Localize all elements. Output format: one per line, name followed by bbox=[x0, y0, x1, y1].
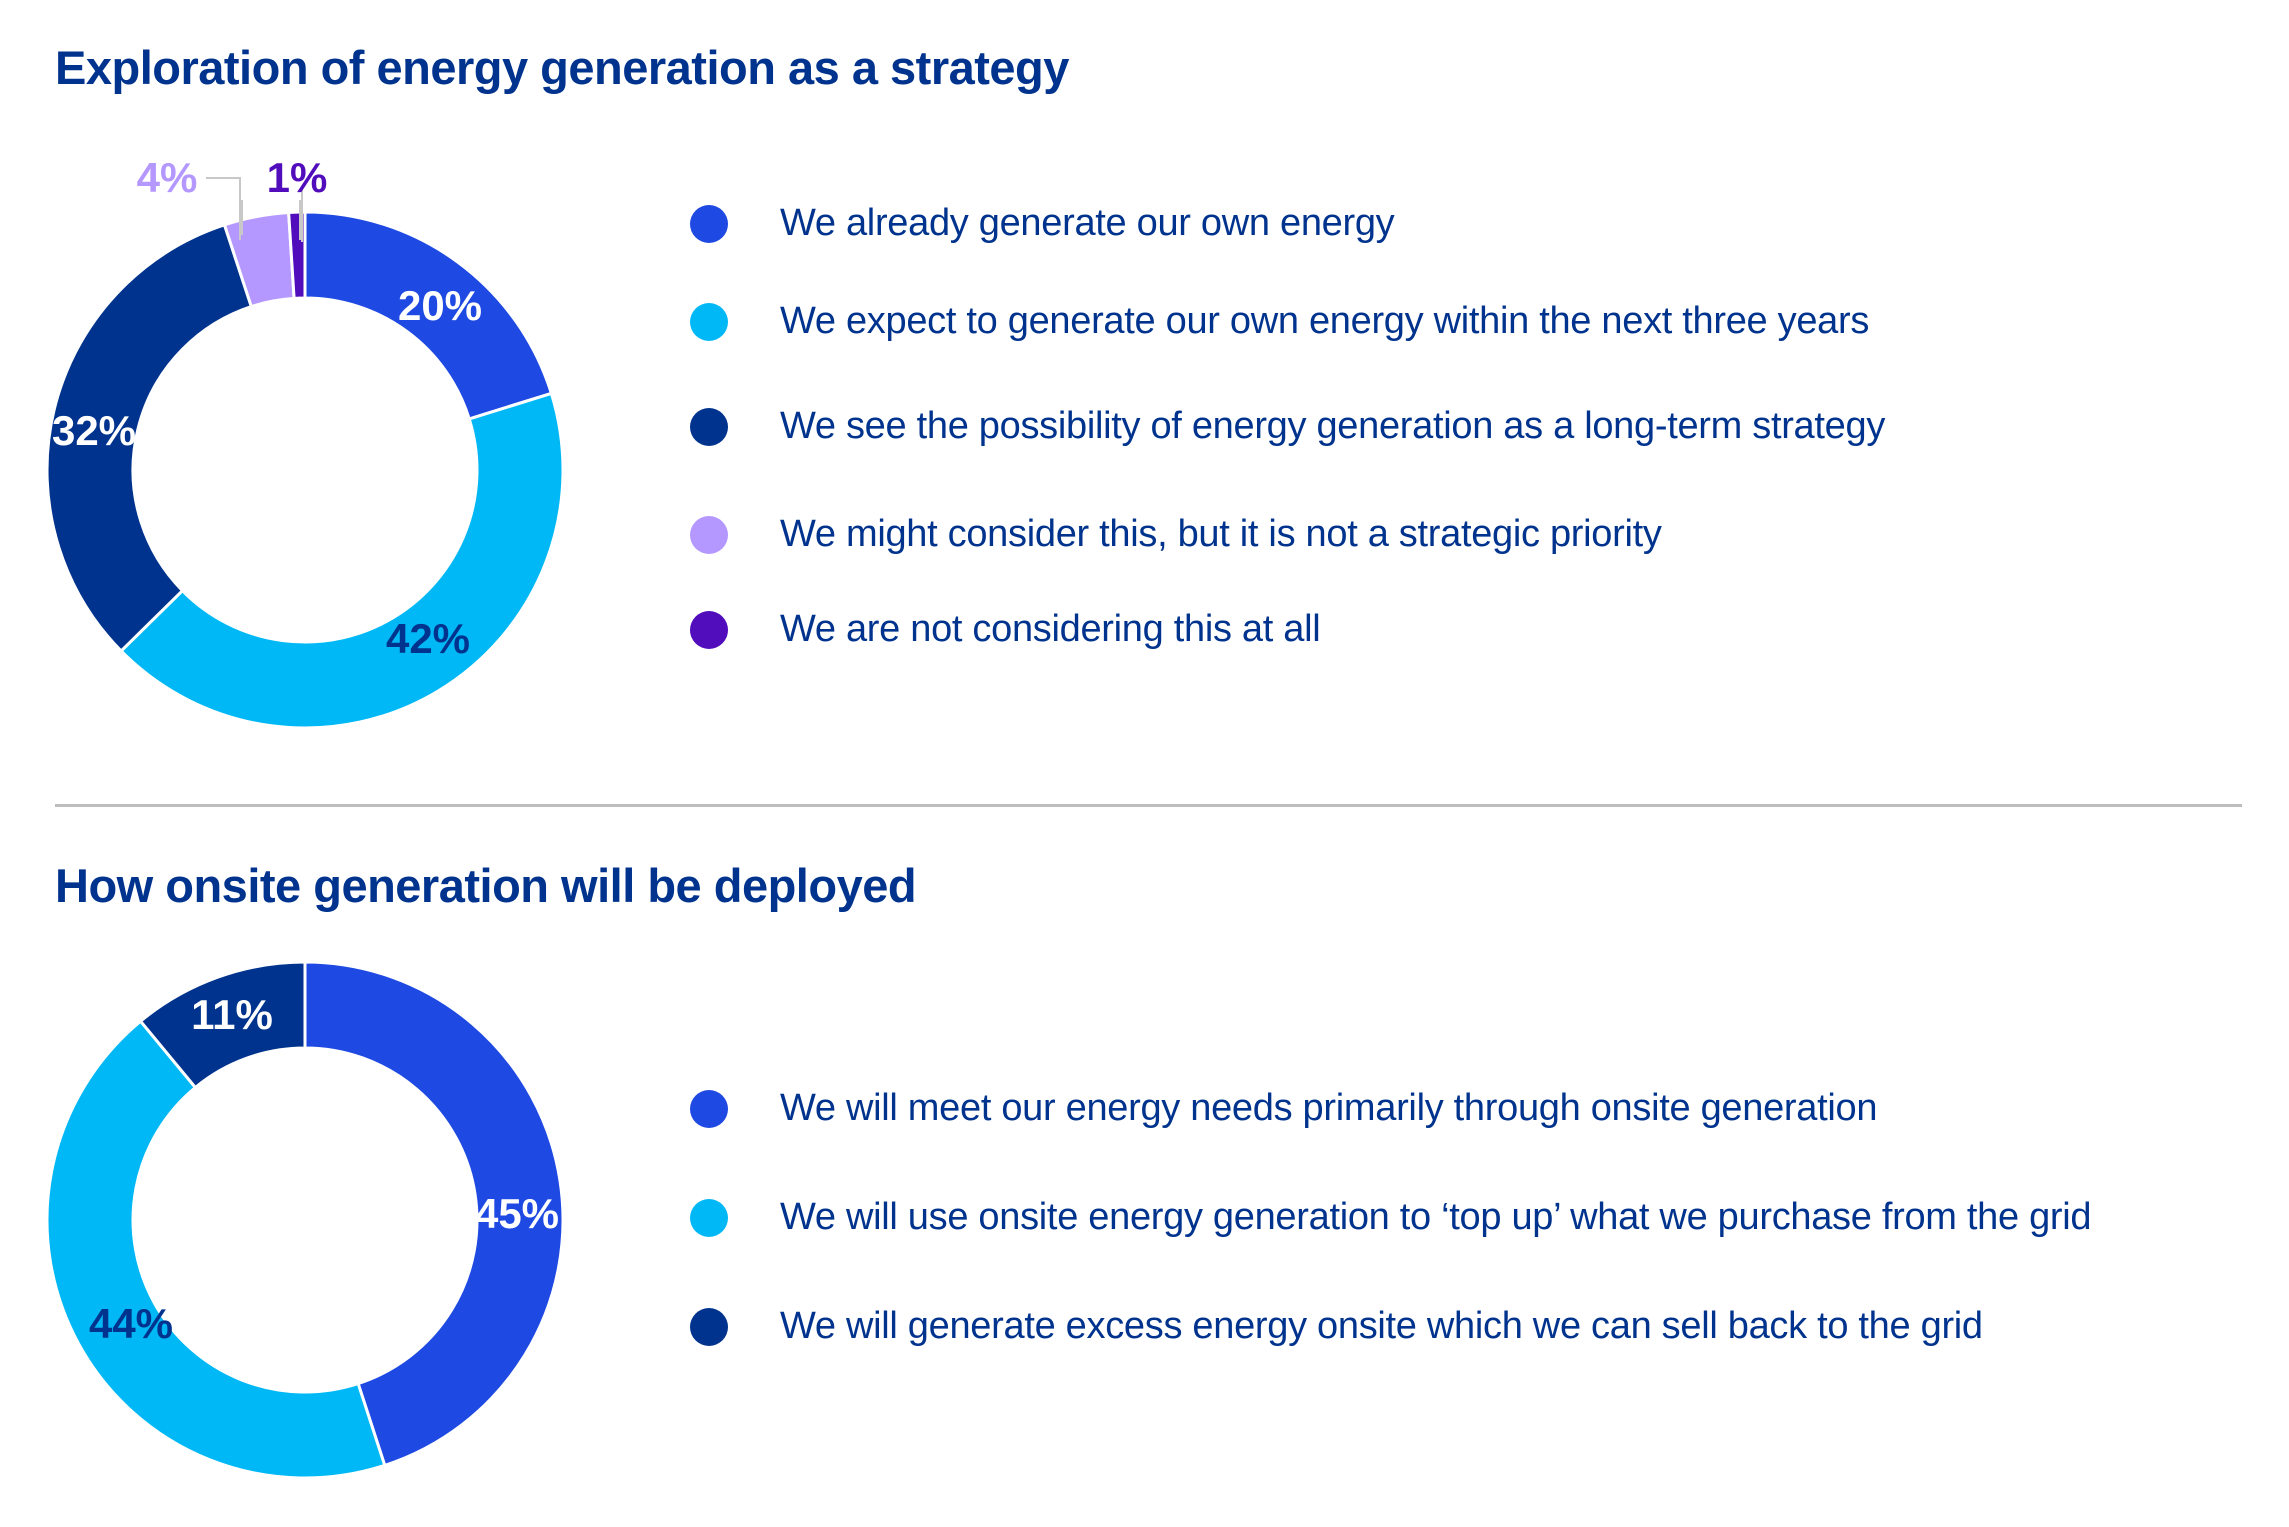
donut-slice bbox=[303, 210, 554, 421]
legend-label: We already generate our own energy bbox=[780, 202, 1395, 244]
donut-slice bbox=[138, 960, 307, 1090]
legend-dot-icon bbox=[690, 302, 728, 341]
legend-label: We might consider this, but it is not a … bbox=[780, 513, 1662, 555]
legend-dot-icon bbox=[690, 204, 728, 243]
slice-label-42: 42% bbox=[386, 615, 470, 662]
slice-label-32: 32% bbox=[52, 407, 136, 454]
donut1-labels: 20% 42% 32% 4% 1% bbox=[52, 154, 482, 662]
legend-dot-icon bbox=[690, 610, 728, 649]
legend-item: We see the possibility of energy generat… bbox=[690, 405, 1885, 448]
chart-title-strategy: Exploration of energy generation as a st… bbox=[55, 41, 1069, 94]
legend-item: We might consider this, but it is not a … bbox=[690, 513, 1662, 556]
legend-item: We will use onsite energy generation to … bbox=[690, 1196, 2092, 1239]
slice-label-45: 45% bbox=[475, 1190, 559, 1237]
legend-item: We already generate our own energy bbox=[690, 202, 1395, 245]
slice-label-4: 4% bbox=[137, 154, 198, 201]
donut1-slices bbox=[45, 210, 565, 730]
leader-line-4pct bbox=[206, 177, 241, 240]
legend-label: We see the possibility of energy generat… bbox=[780, 405, 1886, 447]
legend-label: We will meet our energy needs primarily … bbox=[780, 1087, 1878, 1129]
legend-dot-icon bbox=[690, 1089, 728, 1128]
legend-dot-icon bbox=[690, 1198, 728, 1237]
slice-label-1: 1% bbox=[267, 154, 328, 201]
legend-dot-icon bbox=[690, 407, 728, 446]
donut-slice bbox=[303, 960, 565, 1468]
chart-title-deployment: How onsite generation will be deployed bbox=[55, 859, 917, 912]
donut-slice bbox=[119, 391, 565, 730]
legend-label: We expect to generate our own energy wit… bbox=[780, 300, 1870, 342]
donut-chart-strategy bbox=[45, 200, 565, 730]
leader-line-4pct bbox=[241, 200, 243, 235]
legend-label: We will use onsite energy generation to … bbox=[780, 1196, 2092, 1238]
donut-slice bbox=[45, 1019, 387, 1480]
donut-chart-deployment: 11% 45% 44% bbox=[45, 960, 565, 1480]
slice-label-20: 20% bbox=[398, 282, 482, 329]
donut-slice bbox=[45, 222, 254, 654]
legend-item: We expect to generate our own energy wit… bbox=[690, 300, 1869, 343]
legend-item: We are not considering this at all bbox=[690, 608, 1321, 651]
legend-dot-icon bbox=[690, 1307, 728, 1346]
legend-dot-icon bbox=[690, 515, 728, 554]
legend-item: We will generate excess energy onsite wh… bbox=[690, 1305, 1983, 1348]
legend-label: We are not considering this at all bbox=[780, 608, 1321, 650]
section-divider bbox=[55, 804, 2242, 807]
slice-label-11: 11% bbox=[191, 991, 273, 1038]
legend-item: We will meet our energy needs primarily … bbox=[690, 1087, 1877, 1130]
slice-label-44: 44% bbox=[89, 1300, 173, 1347]
legend-label: We will generate excess energy onsite wh… bbox=[780, 1305, 1983, 1347]
donut2-slices bbox=[45, 960, 565, 1480]
